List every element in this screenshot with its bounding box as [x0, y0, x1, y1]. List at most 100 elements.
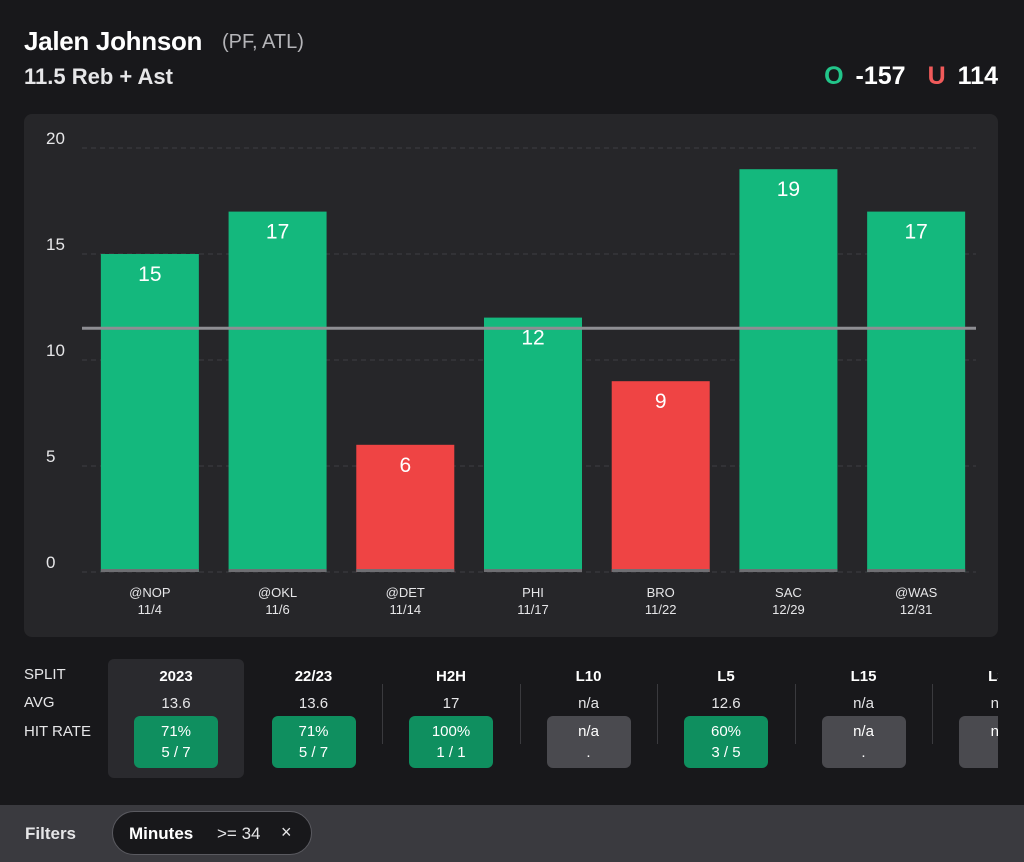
odds: O -157 U 114 [824, 62, 998, 91]
split-divider [519, 684, 521, 744]
hit-rate-badge: n/a. [959, 716, 998, 768]
split-column-l10[interactable]: L10 n/a n/a. [521, 659, 657, 778]
y-tick-label: 15 [46, 235, 65, 254]
split-avg: n/a [578, 695, 599, 712]
split-divider [794, 684, 796, 744]
split-avg: 17 [442, 695, 460, 712]
x-tick-opponent: @OKL [258, 585, 297, 600]
x-tick-opponent: @DET [386, 585, 425, 600]
split-label: L10 [575, 668, 602, 685]
split-column-h2h[interactable]: H2H 17 100% 1 / 1 [383, 659, 519, 778]
hit-rate-fraction: 3 / 5 [711, 744, 741, 761]
hit-rate-fraction: 5 / 7 [161, 744, 191, 761]
bar [100, 254, 199, 572]
split-avg: 13.6 [161, 695, 191, 712]
split-label: L30 [988, 668, 998, 685]
hit-rate-badge: n/a. [546, 716, 631, 768]
data-label: 12 [521, 327, 544, 350]
player-name: Jalen Johnson [24, 26, 203, 56]
x-tick-date: 12/29 [772, 602, 805, 617]
bar [867, 211, 966, 572]
data-label: 15 [138, 263, 161, 286]
bar-baseline [100, 569, 199, 572]
chart-panel: 0 5 10 15 20 15 @NOP 11/4 17 @OKL 11/6 6 @DET 11/14 12… [24, 114, 998, 637]
bar [356, 444, 455, 572]
split-label: H2H [435, 668, 466, 685]
under-label[interactable]: U [927, 62, 946, 90]
split-avg: 13.6 [298, 695, 329, 712]
split-label: 22/23 [294, 668, 333, 685]
x-tick-opponent: @WAS [895, 585, 938, 600]
x-tick-date: 11/22 [645, 602, 677, 617]
split-column-22-23[interactable]: 22/23 13.6 71% 5 / 7 [246, 659, 382, 778]
chip-value: >= 34 [217, 824, 261, 843]
close-icon[interactable]: × [281, 822, 292, 842]
hit-rate-fraction: . [959, 744, 998, 761]
minutes-filter-chip[interactable]: Minutes >= 34 × [112, 811, 312, 855]
split-divider [932, 684, 933, 744]
splits-table: SPLIT AVG HIT RATE 2023 13.6 71% 5 / 7 22/23… [0, 656, 998, 781]
split-column-l15[interactable]: L15 n/a n/a. [796, 659, 932, 778]
over-label[interactable]: O [824, 62, 844, 90]
y-tick-label: 5 [46, 447, 55, 466]
hit-rate-badge: 100% 1 / 1 [409, 716, 493, 768]
filters-title: Filters [25, 824, 77, 843]
data-label: 17 [904, 221, 927, 244]
hit-rate-percent: 60% [710, 723, 742, 740]
x-tick-opponent: SAC [775, 585, 802, 600]
x-tick-opponent: BRO [647, 585, 675, 600]
chip-name: Minutes [129, 824, 194, 843]
split-label: 2023 [159, 668, 193, 685]
hit-rate-percent: 71% [298, 723, 329, 740]
hit-rate-percent: n/a [853, 723, 874, 740]
hit-rate-badge: 71% 5 / 7 [271, 716, 356, 768]
x-tick-date: 11/14 [389, 602, 421, 617]
split-column-l5[interactable]: L5 12.6 60% 3 / 5 [658, 659, 794, 778]
split-label: L5 [717, 668, 735, 685]
split-divider [382, 684, 383, 744]
bar [739, 169, 838, 572]
y-tick-label: 0 [46, 553, 55, 572]
bar [611, 381, 710, 572]
data-label: 19 [777, 178, 800, 201]
bar-baseline [611, 569, 710, 572]
hit-rate-badge: n/a. [821, 716, 906, 768]
bar [484, 317, 582, 572]
y-tick-label: 20 [46, 129, 65, 148]
data-label: 17 [266, 221, 289, 244]
hit-rate-percent: 100% [431, 723, 471, 740]
y-tick-label: 10 [46, 341, 65, 360]
bar-baseline [228, 569, 327, 572]
under-odds[interactable]: 114 [957, 62, 998, 90]
hit-rate-fraction: . [586, 744, 591, 761]
bar-baseline [739, 569, 838, 572]
hit-rate-fraction: . [861, 744, 866, 761]
x-tick-date: 11/17 [517, 602, 549, 617]
split-avg: n/a [853, 695, 874, 712]
x-tick-date: 12/31 [900, 602, 933, 617]
prop-line: 11.5 Reb + Ast [24, 64, 173, 89]
hit-rate-row-label: HIT RATE [24, 723, 91, 740]
data-label: 9 [655, 390, 667, 413]
hit-rate-fraction: 1 / 1 [436, 744, 466, 761]
hit-rate-fraction: 5 / 7 [298, 744, 329, 761]
bar-baseline [867, 569, 966, 572]
player-position-team: (PF, ATL) [222, 31, 304, 53]
hit-rate-percent: 71% [160, 723, 192, 740]
bar-baseline [484, 569, 582, 572]
x-tick-opponent: PHI [522, 585, 544, 600]
bar-baseline [356, 569, 455, 572]
filter-bar: Filters Minutes >= 34 × [0, 805, 1024, 862]
hit-rate-percent: n/a [578, 723, 599, 740]
split-column-2023[interactable]: 2023 13.6 71% 5 / 7 [108, 659, 244, 778]
avg-row-label: AVG [24, 694, 55, 711]
split-column-l30[interactable]: L30n/an/a. [933, 659, 998, 778]
data-label: 6 [399, 454, 411, 477]
bar [228, 211, 327, 572]
over-odds[interactable]: -157 [855, 62, 906, 90]
x-tick-date: 11/4 [138, 602, 162, 617]
hit-rate-badge: 71% 5 / 7 [134, 716, 218, 768]
x-tick-date: 11/6 [265, 602, 289, 617]
split-avg: 12.6 [711, 695, 741, 712]
split-row-label: SPLIT [24, 666, 66, 683]
